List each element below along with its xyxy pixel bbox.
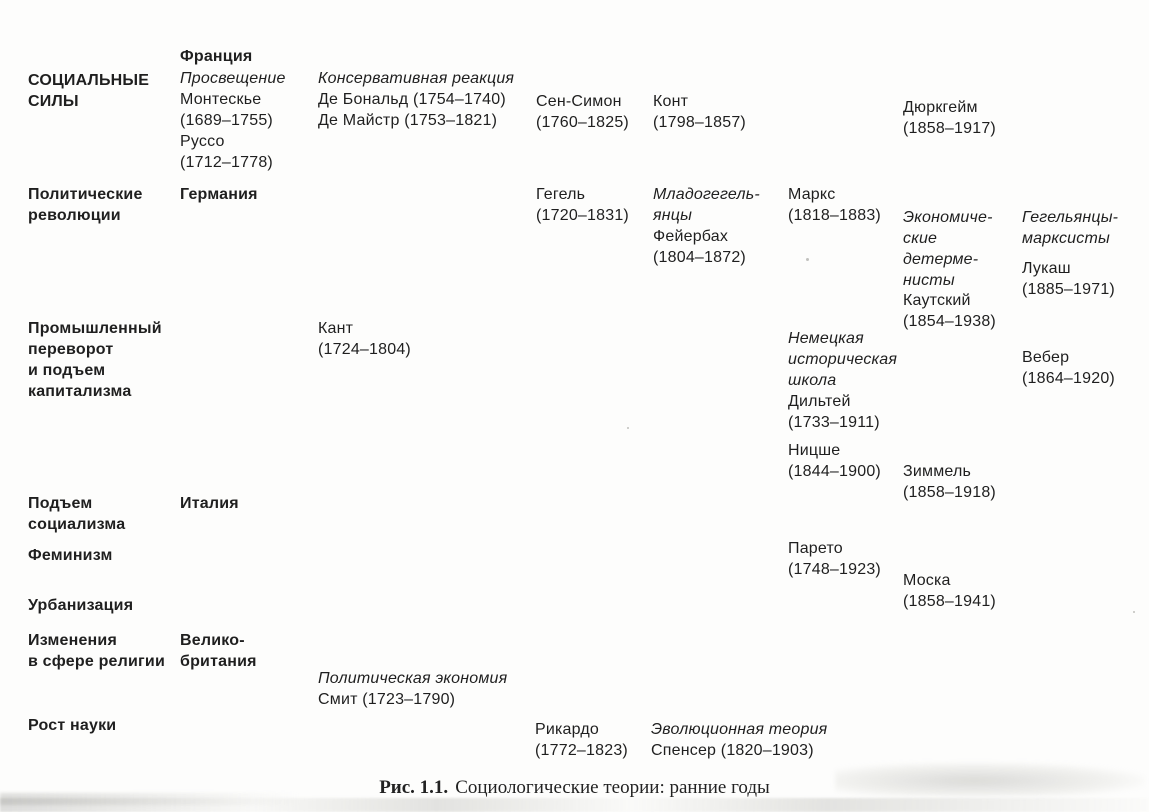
thinker-ricardo: Рикардо (1772–1823) (535, 721, 628, 759)
school-german-historical: Немецкая историческая школа (788, 330, 898, 389)
school-economic-determinists: Экономиче- ские детерме- нисты (903, 209, 993, 289)
thinker-feuerbach: Фейербах (1804–1872) (653, 228, 746, 266)
figure-caption-label: Рис. 1.1. (379, 777, 449, 798)
thinker-kant: Кант (1724–1804) (318, 320, 411, 358)
school-young-hegelians: Младогегель- янцы (653, 186, 760, 224)
school-enlightenment: Просвещение (180, 70, 286, 87)
thinker-mosca: Моска (1858–1941) (903, 572, 996, 610)
row-header-religious-change: Изменения в сфере религии (28, 632, 165, 670)
row-header-political-revolutions: Политические революции (28, 186, 143, 224)
figure-caption: Рис. 1.1. Социологические теории: ранние … (0, 777, 1149, 799)
row-header-rise-of-socialism: Подъем социализма (28, 495, 126, 533)
thinker-hegel: Гегель (1720–1831) (536, 186, 629, 224)
thinker-nietzsche: Ницше (1844–1900) (788, 442, 881, 480)
thinker-comte: Конт (1798–1857) (653, 93, 746, 131)
thinker-smith: Смит (1723–1790) (318, 691, 456, 708)
country-great-britain: Велико- британия (180, 632, 257, 670)
thinker-pareto: Парето (1748–1923) (788, 540, 881, 578)
school-conservative-reaction: Консервативная реакция (318, 70, 515, 87)
country-france: Франция (180, 48, 253, 65)
row-header-industrial-revolution: Промышленный переворот и подъем капитали… (28, 320, 162, 400)
thinker-kautsky: Каутский (1854–1938) (903, 292, 996, 330)
thinker-montesquieu-rousseau: Монтескье (1689–1755) Руссо (1712–1778) (180, 91, 273, 171)
row-header-urbanization: Урбанизация (28, 597, 134, 614)
figure-caption-title: Социологические теории: ранние годы (455, 777, 770, 798)
thinker-marx: Маркс (1818–1883) (788, 186, 881, 224)
scan-speck (1133, 611, 1135, 613)
thinker-durkheim: Дюркгейм (1858–1917) (903, 99, 996, 137)
row-header-feminism: Феминизм (28, 547, 113, 564)
thinker-debonald-demaistre: Де Бональд (1754–1740) Де Майстр (1753–1… (318, 91, 506, 129)
row-header-growth-of-science: Рост науки (28, 717, 117, 734)
thinker-lukacs: Лукаш (1885–1971) (1022, 260, 1115, 298)
thinker-saint-simon: Сен-Симон (1760–1825) (536, 93, 629, 131)
country-germany: Германия (180, 186, 258, 203)
school-evolutionary-theory: Эволюционная теория (651, 721, 828, 738)
scan-speck (627, 427, 629, 429)
country-italy: Италия (180, 495, 239, 512)
thinker-dilthey: Дильтей (1733–1911) (788, 393, 880, 431)
thinker-spencer: Спенсер (1820–1903) (651, 742, 814, 759)
thinker-simmel: Зиммель (1858–1918) (903, 463, 996, 501)
thinker-weber: Вебер (1864–1920) (1022, 349, 1115, 387)
scan-speck (806, 258, 809, 261)
scan-smudge-bottom (0, 798, 1149, 812)
school-hegelian-marxists: Гегельянцы- марксисты (1022, 209, 1119, 247)
row-header-social-forces: СОЦИАЛЬНЫЕ СИЛЫ (28, 72, 150, 110)
school-political-economy: Политическая экономия (318, 670, 508, 687)
